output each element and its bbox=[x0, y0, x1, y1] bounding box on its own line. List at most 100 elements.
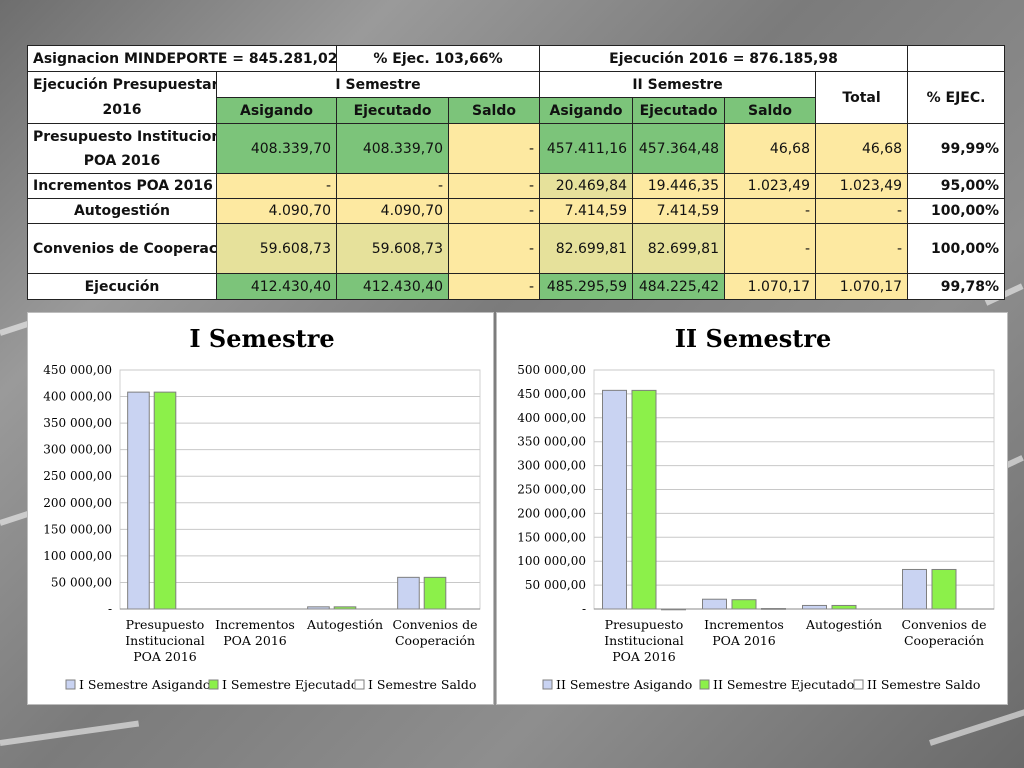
table-cell: - bbox=[448, 223, 541, 274]
bar-chart-sem2: II Semestre - 50 000,00 100 000,00 150 000,0… bbox=[517, 324, 995, 692]
table-cell: - bbox=[815, 198, 909, 224]
category-label: Cooperación bbox=[904, 633, 984, 648]
y-tick-label: 200 000,00 bbox=[43, 496, 112, 510]
plot-area bbox=[119, 369, 481, 610]
table-cell: 1.070,17 bbox=[815, 273, 909, 300]
y-tick-label: 200 000,00 bbox=[517, 506, 586, 520]
summary-row: Asignacion MINDEPORTE = 845.281,02 % Eje… bbox=[26, 45, 1006, 72]
header-row-label: Ejecución Presupuestaria 2016 bbox=[27, 71, 217, 124]
table-cell: 1.023,49 bbox=[724, 173, 817, 199]
row-label-line1: Presupuesto Institucional bbox=[33, 128, 217, 145]
y-tick-label: 50 000,00 bbox=[525, 578, 586, 592]
table-cell: 82.699,81 bbox=[632, 223, 726, 274]
table-cell: 99,99% bbox=[907, 123, 1006, 174]
chart-panel-sem1: I Semestre - 50 000,00 100 000,00 150 000,00… bbox=[27, 312, 494, 705]
y-tick-label: 350 000,00 bbox=[517, 435, 586, 449]
bar bbox=[802, 604, 827, 610]
subheader-cell: Asigando bbox=[215, 97, 338, 124]
table-cell: - bbox=[448, 198, 541, 224]
y-tick-label: 150 000,00 bbox=[517, 530, 586, 544]
row-label: Presupuesto Institucional POA 2016 bbox=[27, 123, 217, 174]
table-cell: 4.090,70 bbox=[336, 198, 450, 224]
category-label: Institucional bbox=[604, 633, 684, 648]
category-label: POA 2016 bbox=[223, 633, 287, 648]
asignacion-summary: Asignacion MINDEPORTE = 845.281,02 bbox=[26, 45, 338, 72]
y-tick-label: 500 000,00 bbox=[517, 363, 586, 377]
table-cell: 46,68 bbox=[815, 123, 909, 174]
table-row: Ejecución 412.430,40 412.430,40 - 485.29… bbox=[27, 273, 1006, 300]
category-label: POA 2016 bbox=[612, 649, 676, 664]
table-cell: - bbox=[448, 273, 541, 300]
category-label: Incrementos bbox=[704, 617, 784, 632]
legend-label: II Semestre Asigando bbox=[556, 677, 692, 692]
table-cell: - bbox=[724, 198, 817, 224]
table-cell: 100,00% bbox=[907, 198, 1006, 224]
legend-swatch bbox=[354, 679, 365, 690]
table-cell: 1.070,17 bbox=[724, 273, 817, 300]
background-stripe bbox=[929, 709, 1024, 746]
y-tick-label: 50 000,00 bbox=[51, 575, 112, 589]
y-tick-label: 450 000,00 bbox=[517, 387, 586, 401]
header-sem2: II Semestre bbox=[539, 71, 817, 98]
category-label: Convenios de bbox=[902, 617, 987, 632]
header-row-2: Asigando Ejecutado Saldo Asigando Ejecut… bbox=[28, 97, 1005, 124]
summary-empty-cell bbox=[907, 45, 1006, 72]
subheader-cell: Saldo bbox=[724, 97, 817, 124]
bar bbox=[831, 604, 857, 610]
header-sem1: I Semestre bbox=[215, 71, 541, 98]
category-label: Presupuesto bbox=[126, 617, 205, 632]
y-tick-label: 350 000,00 bbox=[43, 416, 112, 430]
subheader-cell: Saldo bbox=[448, 97, 541, 124]
table-cell: 408.339,70 bbox=[215, 123, 338, 174]
header-row-1: Ejecución Presupuestaria 2016 I Semestre… bbox=[27, 71, 1006, 124]
y-tick-label: 400 000,00 bbox=[517, 411, 586, 425]
header-total: Total bbox=[815, 71, 909, 124]
legend-swatch bbox=[853, 679, 864, 690]
table-cell: 412.430,40 bbox=[215, 273, 338, 300]
chart-title: II Semestre bbox=[675, 324, 832, 353]
table-cell: 99,78% bbox=[907, 273, 1006, 300]
table-cell: - bbox=[336, 173, 450, 199]
category-label: Institucional bbox=[125, 633, 205, 648]
table-cell: 95,00% bbox=[907, 173, 1006, 199]
legend-label: I Semestre Saldo bbox=[368, 677, 476, 692]
table-row: Incrementos POA 2016 - - - 20.469,84 19.… bbox=[27, 173, 1006, 199]
category-label: Convenios de bbox=[393, 617, 478, 632]
table-cell: 19.446,35 bbox=[632, 173, 726, 199]
bar bbox=[931, 568, 957, 610]
category-label: Autogestión bbox=[805, 617, 882, 632]
bar bbox=[902, 568, 927, 610]
category-label: Incrementos bbox=[215, 617, 295, 632]
table-row: Convenios de Cooperación 59.608,73 59.60… bbox=[27, 223, 1006, 274]
subheader-cell: Asigando bbox=[539, 97, 634, 124]
y-tick-label: 450 000,00 bbox=[43, 363, 112, 377]
bar bbox=[702, 598, 727, 610]
table-cell: - bbox=[815, 223, 909, 274]
table-cell: 412.430,40 bbox=[336, 273, 450, 300]
y-tick-label: 250 000,00 bbox=[43, 469, 112, 483]
table-cell: - bbox=[724, 223, 817, 274]
y-tick-label: 100 000,00 bbox=[517, 554, 586, 568]
legend-swatch bbox=[542, 679, 553, 690]
bar bbox=[127, 391, 150, 610]
category-label: POA 2016 bbox=[133, 649, 197, 664]
table-cell: 82.699,81 bbox=[539, 223, 634, 274]
category-label: Presupuesto bbox=[605, 617, 684, 632]
y-tick-label: 300 000,00 bbox=[43, 443, 112, 457]
table-cell: 484.225,42 bbox=[632, 273, 726, 300]
category-label: Cooperación bbox=[395, 633, 475, 648]
y-tick-label: - bbox=[108, 602, 112, 616]
table-cell: 457.364,48 bbox=[632, 123, 726, 174]
y-tick-label: 100 000,00 bbox=[43, 549, 112, 563]
table-cell: - bbox=[448, 123, 541, 174]
table-cell: 7.414,59 bbox=[539, 198, 634, 224]
legend-label: I Semestre Asigando bbox=[79, 677, 210, 692]
table-cell: 7.414,59 bbox=[632, 198, 726, 224]
y-tick-label: 300 000,00 bbox=[517, 459, 586, 473]
legend-swatch bbox=[208, 679, 219, 690]
chart-title: I Semestre bbox=[189, 324, 334, 353]
table-cell: 59.608,73 bbox=[215, 223, 338, 274]
legend-label: II Semestre Ejecutado bbox=[713, 677, 854, 692]
bar-chart-sem1: I Semestre - 50 000,00 100 000,00 150 000,00… bbox=[43, 324, 481, 692]
table-cell: 408.339,70 bbox=[336, 123, 450, 174]
